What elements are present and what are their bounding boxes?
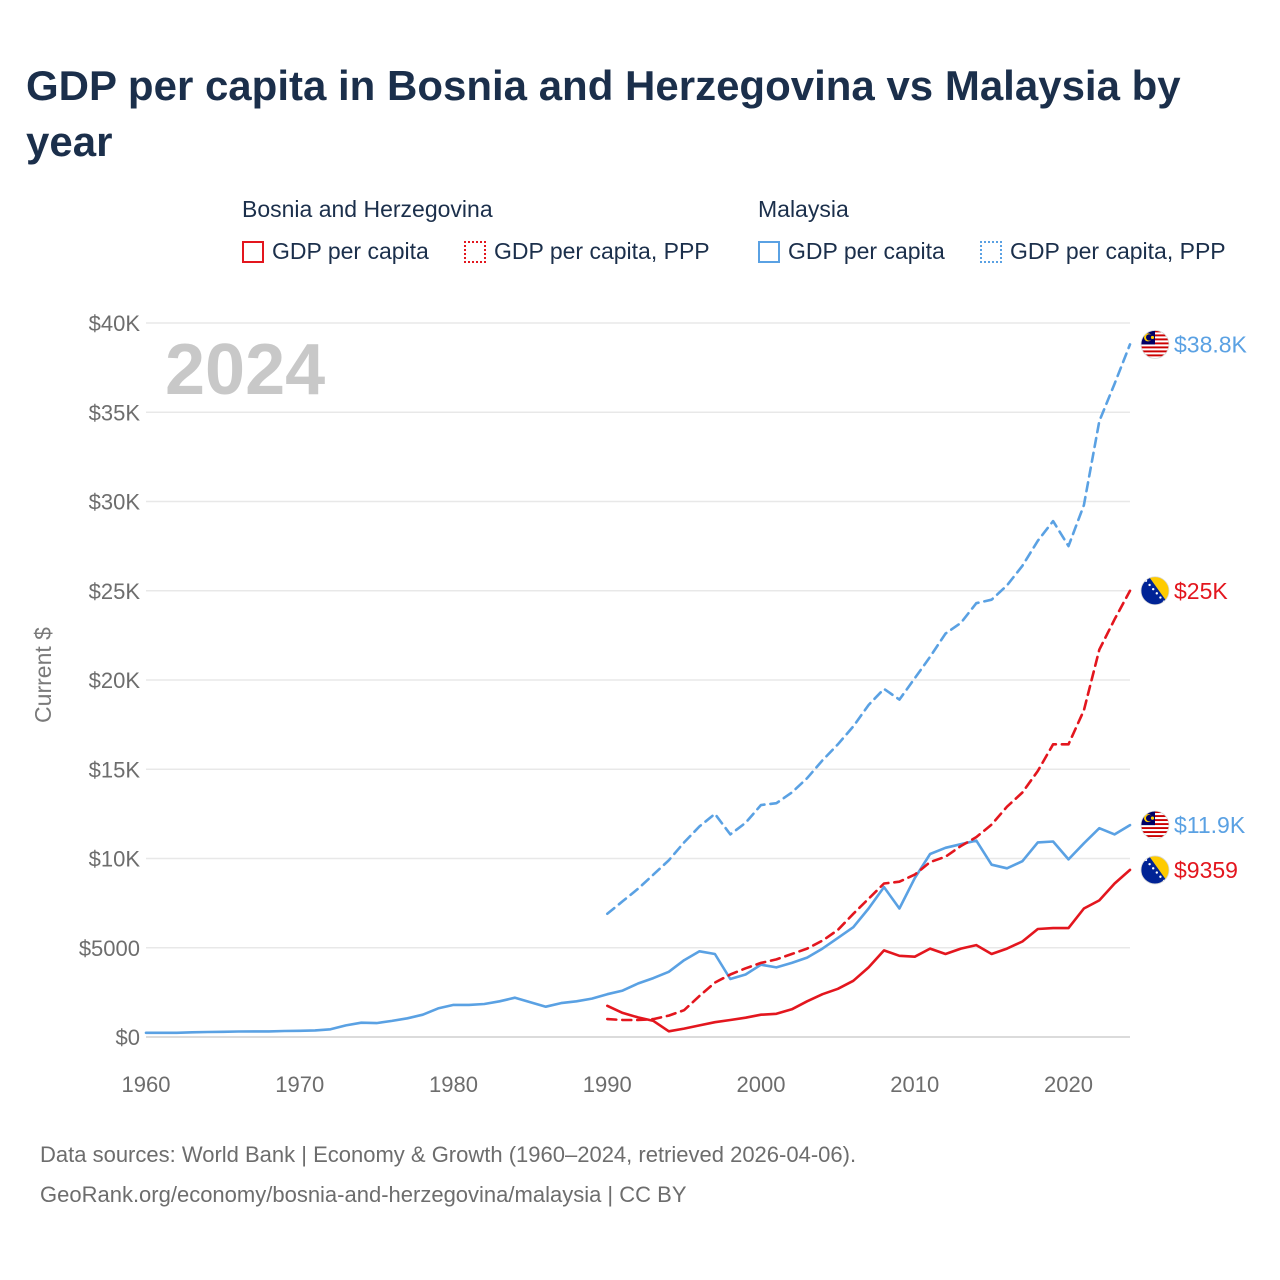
bosnia-and-herzegovina-gdp-per-capita-line	[605, 868, 1132, 1033]
footer-sources: Data sources: World Bank | Economy & Gro…	[40, 1142, 857, 1167]
x-tick-label: 1980	[429, 1072, 478, 1097]
legend-label: GDP per capita, PPP	[494, 238, 710, 264]
bosnia-and-herzegovina-gdp-per-capita-ppp-line	[605, 589, 1132, 1022]
legend-malaysia-gdp-ppp[interactable]: GDP per capita, PPP	[980, 238, 1226, 265]
x-tick-label: 2010	[890, 1072, 939, 1097]
legend-swatch-solid-red	[242, 240, 264, 263]
legend-swatch-dotted-blue	[980, 240, 1002, 263]
x-axis-ticks: 1960 1970 1980 1990 2000 2010 2020	[122, 1072, 1093, 1097]
legend-bosnia-gdp[interactable]: GDP per capita	[242, 238, 429, 265]
end-labels: $11.9K $38.8K $9359 $25K	[1140, 330, 1248, 885]
y-tick-label: $30K	[89, 490, 141, 515]
year-watermark: 2024	[165, 330, 325, 410]
x-tick-label: 2000	[737, 1072, 786, 1097]
y-tick-label: $25K	[89, 579, 141, 604]
y-tick-label: $10K	[89, 847, 141, 872]
end-value-label: $9359	[1174, 857, 1238, 883]
legend-bosnia-gdp-ppp[interactable]: GDP per capita, PPP	[464, 238, 710, 265]
bosnia-flag-icon	[1140, 855, 1170, 885]
legend-group-malaysia: Malaysia	[758, 196, 849, 222]
malaysia-flag-icon	[1140, 330, 1170, 359]
series-lines	[144, 343, 1132, 1035]
malaysia-flag-icon	[1140, 810, 1170, 840]
x-tick-label: 1990	[583, 1072, 632, 1097]
legend-group-bosnia: Bosnia and Herzegovina	[242, 196, 493, 222]
y-tick-label: $20K	[89, 668, 141, 693]
y-tick-label: $40K	[89, 311, 141, 336]
legend-label: GDP per capita	[788, 238, 945, 264]
malaysia-gdp-per-capita-line	[144, 823, 1132, 1035]
x-tick-label: 1970	[275, 1072, 324, 1097]
y-axis-ticks: $0 $5000 $10K $15K $20K $25K $30K $35K $40K	[79, 311, 141, 1050]
malaysia-gdp-per-capita-ppp-line	[605, 343, 1132, 916]
bosnia-flag-icon	[1140, 576, 1170, 606]
y-tick-label: $35K	[89, 400, 141, 425]
legend-swatch-dotted-red	[464, 240, 486, 263]
x-tick-label: 2020	[1044, 1072, 1093, 1097]
y-tick-label: $0	[116, 1025, 140, 1050]
end-value-label: $25K	[1174, 578, 1228, 604]
y-axis-label: Current $	[30, 627, 56, 723]
end-value-label: $11.9K	[1174, 812, 1246, 838]
legend-malaysia-gdp[interactable]: GDP per capita	[758, 238, 945, 265]
legend-swatch-solid-blue	[758, 240, 780, 263]
end-value-label: $38.8K	[1174, 331, 1248, 357]
legend-label: GDP per capita	[272, 238, 429, 264]
footer-link[interactable]: GeoRank.org/economy/bosnia-and-herzegovi…	[40, 1182, 687, 1207]
y-tick-label: $15K	[89, 757, 141, 782]
y-tick-label: $5000	[79, 936, 140, 961]
legend-label: GDP per capita, PPP	[1010, 238, 1226, 264]
gridlines	[146, 322, 1130, 1038]
chart-title: GDP per capita in Bosnia and Herzegovina…	[26, 62, 1181, 165]
x-tick-label: 1960	[122, 1072, 171, 1097]
